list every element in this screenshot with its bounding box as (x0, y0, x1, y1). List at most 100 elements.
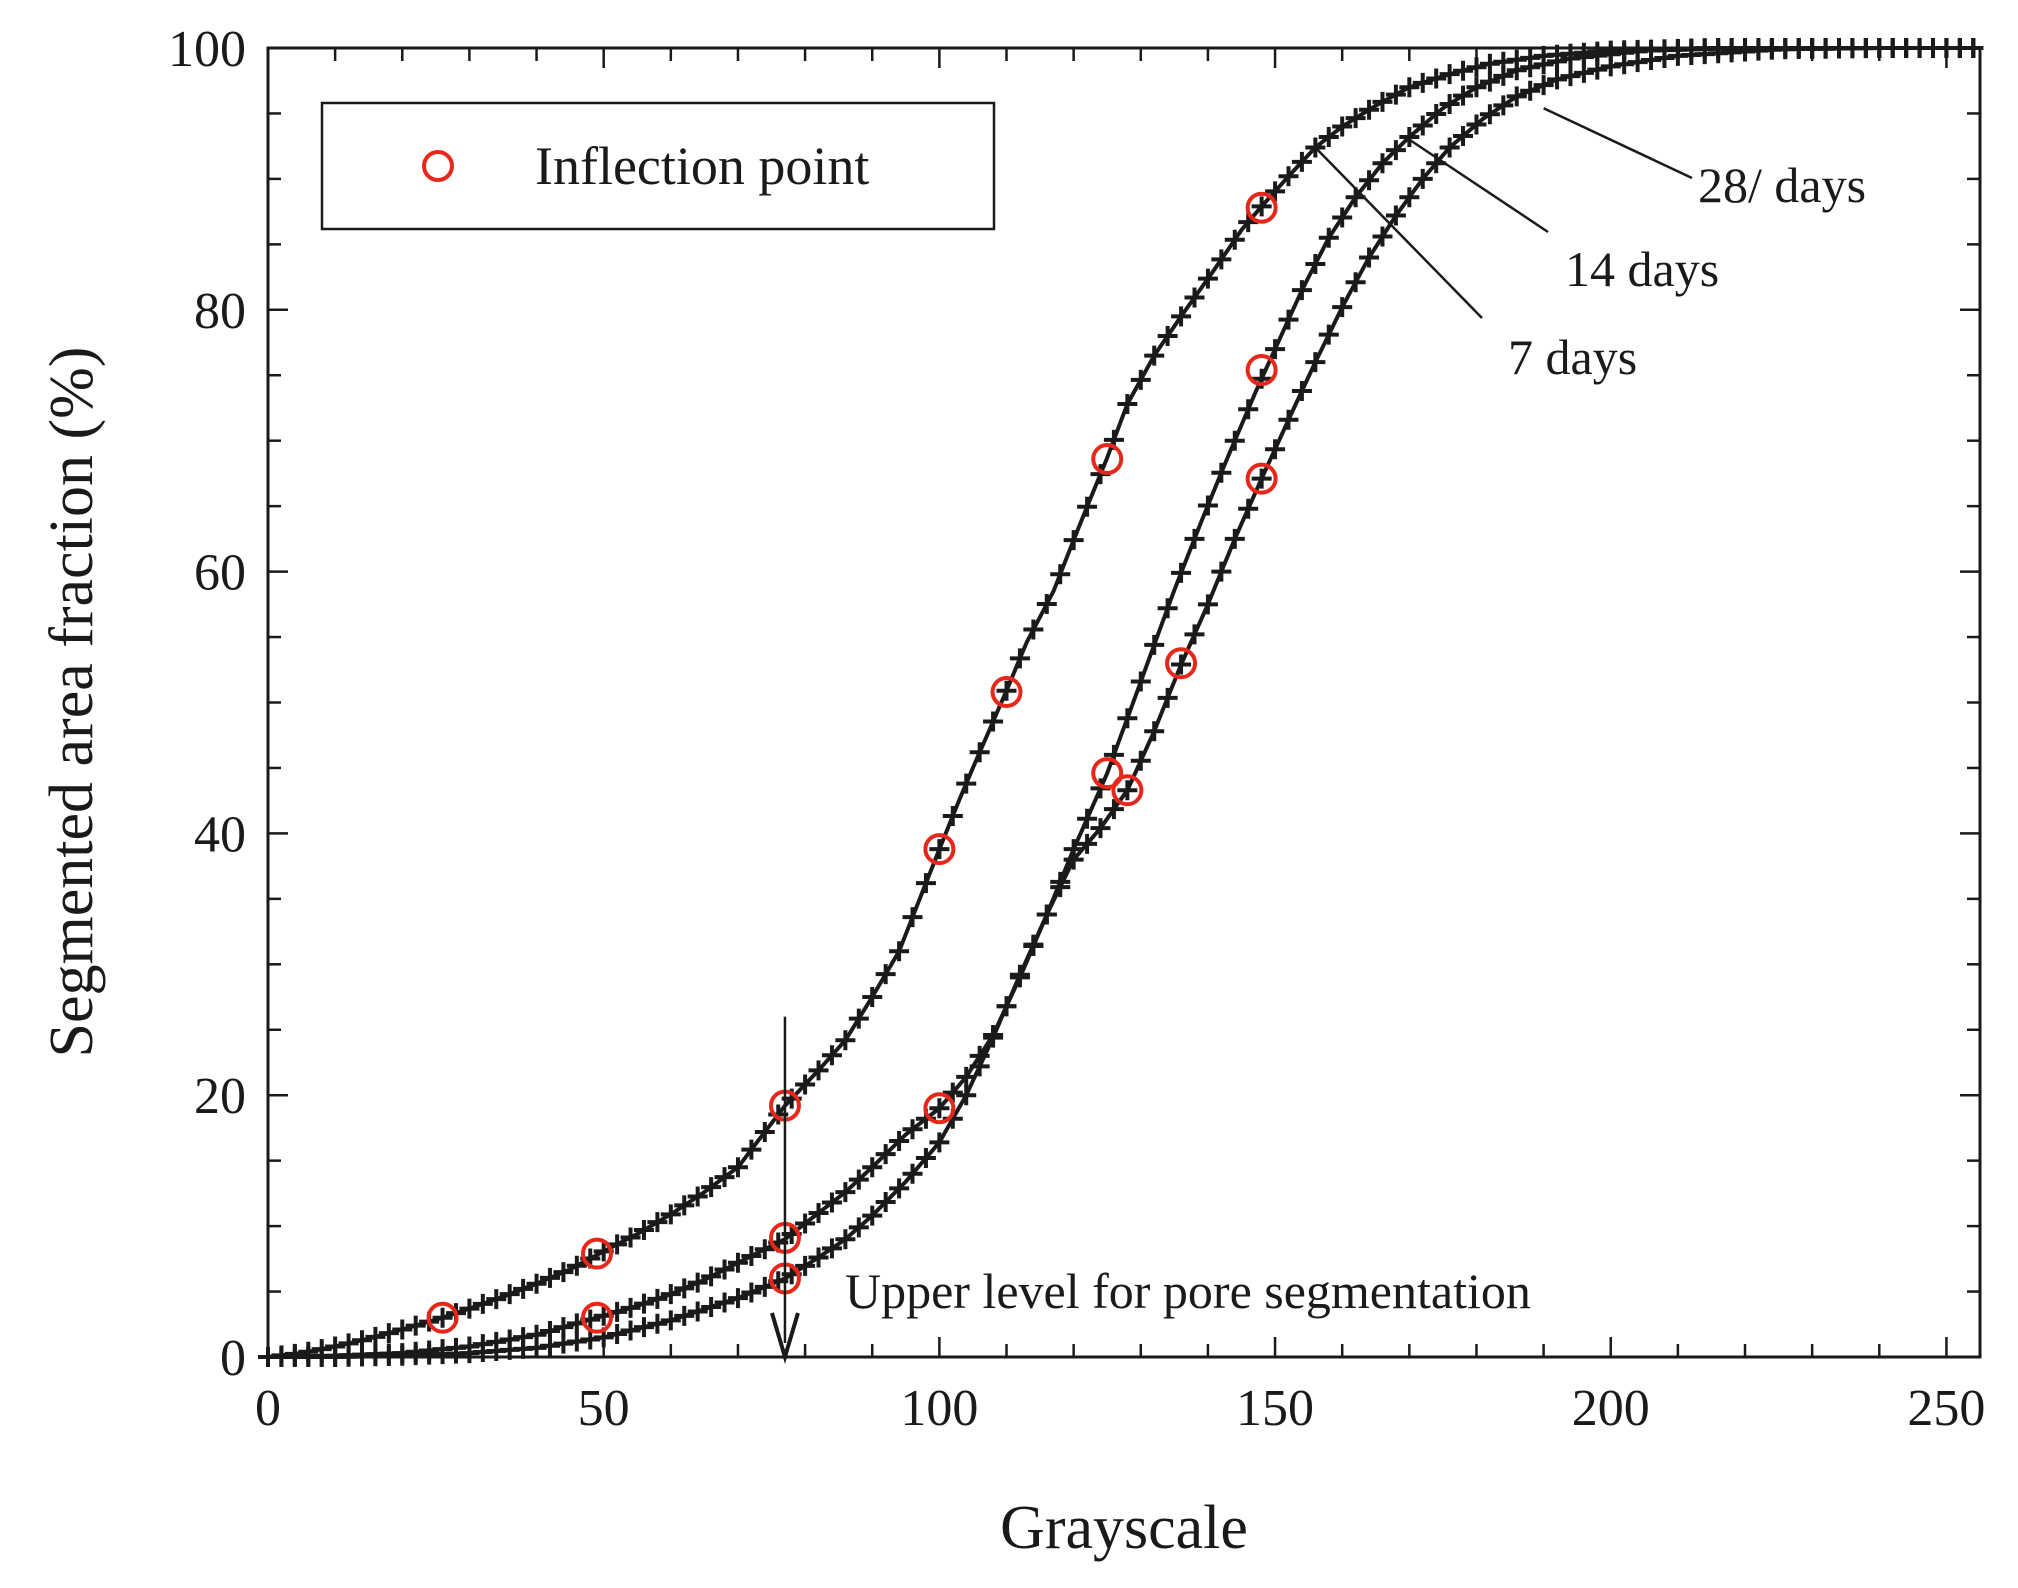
data-point-28-days (1399, 77, 1420, 98)
data-point-7-days (1506, 86, 1527, 107)
data-point-14-days (1385, 140, 1406, 161)
data-point-28-days (956, 773, 977, 794)
data-point-7-days (1211, 561, 1232, 582)
data-point-7-days (889, 1178, 910, 1199)
data-point-28-days (1036, 593, 1057, 614)
data-point-28-days (1453, 60, 1474, 81)
data-point-28-days (795, 1074, 816, 1095)
data-point-14-days (848, 1169, 869, 1190)
data-point-28-days (687, 1186, 708, 1207)
data-point-7-days (714, 1292, 735, 1313)
data-point-7-days (1412, 168, 1433, 189)
data-point-28-days (942, 805, 963, 826)
data-point-7-days (1090, 818, 1111, 839)
data-point-28-days (472, 1293, 493, 1314)
x-tick-label: 100 (900, 1380, 978, 1437)
data-point-28-days (1184, 287, 1205, 308)
data-point-7-days (1251, 468, 1272, 489)
data-point-28-days (1426, 68, 1447, 89)
data-point-28-days (1439, 64, 1460, 85)
markers-layer (258, 38, 1984, 1367)
data-point-28-days (862, 987, 883, 1008)
data-point-28-days (607, 1234, 628, 1255)
data-point-7-days (1130, 750, 1151, 771)
data-point-14-days (1305, 253, 1326, 274)
y-tick-label: 40 (194, 806, 246, 863)
annotations-layer: 28/ days 14 days 7 days Upper level for por… (770, 107, 1866, 1365)
data-point-7-days (1573, 62, 1594, 83)
ticks-layer: 0 50 100 150 200 250 0 20 40 60 80 100 (168, 21, 1985, 1437)
data-point-7-days (835, 1229, 856, 1250)
data-point-14-days (1372, 153, 1393, 174)
data-point-7-days (687, 1301, 708, 1322)
data-point-14-days (701, 1266, 722, 1287)
data-point-28-days (620, 1227, 641, 1248)
legend-box (320, 101, 996, 231)
data-point-14-days (1130, 671, 1151, 692)
data-point-28-days (1077, 496, 1098, 517)
data-point-14-days (1493, 65, 1514, 86)
data-point-14-days (674, 1278, 695, 1299)
data-point-14-days (1265, 339, 1286, 360)
data-point-28-days (1144, 345, 1165, 366)
data-point-14-days (942, 1082, 963, 1103)
series-line-14-days (267, 46, 1980, 1359)
data-point-14-days (875, 1144, 896, 1165)
series-line-28-days (267, 46, 1980, 1359)
data-point-7-days (1614, 54, 1635, 75)
data-point-7-days (1547, 69, 1568, 90)
data-point-28-days (499, 1284, 520, 1305)
data-point-14-days (1399, 127, 1420, 148)
data-point-7-days (620, 1320, 641, 1341)
data-point-28-days (1157, 325, 1178, 346)
data-point-7-days (875, 1192, 896, 1213)
data-point-28-days (754, 1122, 775, 1143)
data-point-7-days (1479, 104, 1500, 125)
data-point-7-days (1238, 498, 1259, 519)
data-point-14-days (1238, 399, 1259, 420)
data-point-7-days (1533, 75, 1554, 96)
data-point-28-days (848, 1008, 869, 1029)
data-point-7-days (1157, 687, 1178, 708)
data-point-28-days (1412, 72, 1433, 93)
data-point-28-days (996, 680, 1017, 701)
data-point-7-days (580, 1329, 601, 1350)
data-point-14-days (889, 1131, 910, 1152)
inflection-point-7-days (1245, 462, 1278, 495)
data-point-14-days (620, 1297, 641, 1318)
data-point-7-days (553, 1333, 574, 1354)
data-point-7-days (1063, 849, 1084, 870)
annotation-14-days: 14 days (1565, 241, 1719, 297)
data-point-7-days (1117, 780, 1138, 801)
inflection-point-28-days (923, 833, 956, 866)
data-point-28-days (1265, 181, 1286, 202)
data-point-28-days (1291, 151, 1312, 172)
data-point-14-days (929, 1098, 950, 1119)
data-point-14-days (714, 1259, 735, 1280)
data-point-28-days (633, 1220, 654, 1241)
data-point-7-days (741, 1282, 762, 1303)
data-point-14-days (1291, 280, 1312, 301)
leader-line-28-days (1543, 107, 1693, 180)
x-axis-title: Grayscale (1000, 1494, 1248, 1562)
x-tick-label: 50 (578, 1380, 630, 1437)
data-point-7-days (1399, 187, 1420, 208)
segmentation-arrow-head (770, 1312, 800, 1365)
data-point-28-days (1009, 648, 1030, 669)
data-point-14-days (1547, 51, 1568, 72)
data-point-7-days (983, 1027, 1004, 1048)
data-point-7-days (1372, 226, 1393, 247)
data-point-7-days (848, 1217, 869, 1238)
data-point-28-days (553, 1262, 574, 1283)
data-point-28-days (674, 1195, 695, 1216)
data-point-7-days (1385, 205, 1406, 226)
data-point-14-days (808, 1203, 829, 1224)
data-point-7-days (1641, 50, 1662, 71)
legend: Inflection point (320, 101, 996, 231)
data-point-7-days (1654, 47, 1675, 68)
data-point-7-days (862, 1205, 883, 1226)
data-point-14-days (1426, 103, 1447, 124)
data-point-14-days (660, 1284, 681, 1305)
data-point-7-days (996, 996, 1017, 1017)
